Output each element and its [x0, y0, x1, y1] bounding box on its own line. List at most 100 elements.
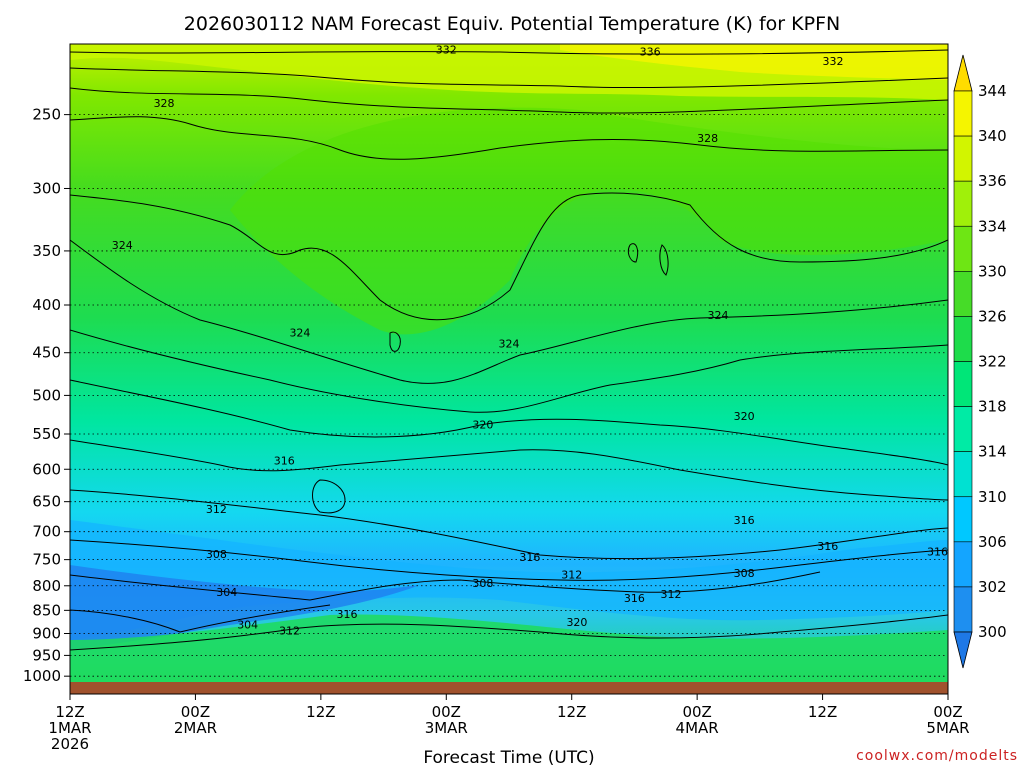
x-tick-label: 12Z [557, 703, 586, 721]
plot-field: 3403363323323323283283243243243243203203… [70, 34, 948, 694]
y-tick-label: 850 [32, 601, 61, 619]
contour-label: 312 [561, 568, 582, 581]
contour-labels: 3403363323323323283283243243243243203203… [112, 34, 948, 637]
contour-label: 332 [436, 44, 457, 57]
contour-label: 304 [237, 618, 258, 631]
contour-label: 316 [927, 545, 948, 558]
y-tick-label: 900 [32, 624, 61, 642]
contour-label: 308 [206, 548, 227, 561]
contour-label: 316 [624, 592, 645, 605]
colorbar-segment [953, 586, 973, 633]
colorbar-label: 334 [978, 217, 1007, 235]
colorbar-label: 310 [978, 488, 1007, 506]
contour-line [70, 67, 948, 89]
credit-text: coolwx.com/modelts [856, 748, 1018, 764]
contour-line [70, 87, 948, 114]
colorbar: 300 302 306 310 314 318 322 326 330 334 336 340 344 [953, 54, 1007, 669]
y-tick-label: 600 [32, 460, 61, 478]
colorbar-segment [953, 271, 973, 317]
contour-label: 328 [154, 97, 175, 110]
contour-label: 332 [206, 34, 227, 47]
y-tick-label: 350 [32, 242, 61, 260]
colorbar-segment [953, 180, 973, 227]
contour-label: 328 [697, 132, 718, 145]
y-tick-label: 750 [32, 551, 61, 569]
y-tick-label: 950 [32, 646, 61, 664]
y-tick-label: 300 [32, 179, 61, 197]
x-tick-label: 2026 [51, 735, 89, 753]
colorbar-segment [953, 496, 973, 543]
contour-label: 308 [734, 567, 755, 580]
colorbar-segment [953, 541, 973, 588]
contour-label: 304 [216, 586, 237, 599]
contour-line [70, 489, 948, 560]
band-upper-bright-yellow [560, 44, 948, 80]
y-tick-label: 400 [32, 296, 61, 314]
contour-line [312, 479, 346, 514]
colorbar-segment [953, 361, 973, 407]
x-tick-label: 00Z [682, 703, 711, 721]
contour-line [70, 239, 948, 384]
y-tick-label: 450 [32, 344, 61, 362]
band-mid-light [230, 107, 948, 335]
colorbar-segment [953, 90, 973, 137]
plot-frame [69, 43, 949, 695]
contour-line [389, 331, 401, 352]
chart-title: 2026030112 NAM Forecast Equiv. Potential… [184, 13, 840, 35]
x-tick-label: 4MAR [676, 719, 719, 737]
y-tick-label: 1000 [23, 667, 61, 685]
y-tick-label: 800 [32, 577, 61, 595]
x-tick-label: 12Z [306, 703, 335, 721]
contour-label: 320 [566, 616, 587, 629]
contour-line [70, 614, 948, 651]
colorbar-label: 330 [978, 262, 1007, 280]
y-tick-label: 650 [32, 493, 61, 511]
x-tick-label: 00Z [933, 703, 962, 721]
contour-label: 312 [206, 503, 227, 516]
x-tick-label: 3MAR [425, 719, 468, 737]
colorbar-label: 300 [978, 623, 1007, 641]
x-tick-label: 00Z [181, 703, 210, 721]
x-tick-label: 5MAR [926, 719, 969, 737]
contour-label: 324 [499, 338, 520, 351]
contour-label: 316 [817, 540, 838, 553]
contour-label: 324 [112, 239, 133, 252]
contour-line [70, 571, 821, 601]
y-axis: 1000 950 900 850 800 750 700 650 600 550 500 450 400… [23, 106, 70, 685]
x-tick-label: 1MAR [48, 719, 91, 737]
contour-label: 320 [472, 418, 493, 431]
contour-label: 336 [640, 46, 661, 59]
contour-line [70, 439, 948, 501]
colorbar-segment [953, 225, 973, 272]
x-tick-label: 12Z [55, 703, 84, 721]
colorbar-segment [953, 135, 973, 182]
contour-line [70, 539, 948, 581]
contour-line [70, 116, 948, 160]
colorbar-segment [953, 631, 973, 669]
contour-line [70, 379, 948, 466]
contour-line [70, 329, 948, 413]
contour-lines [70, 49, 948, 651]
contour-line [70, 192, 948, 321]
colorbar-segment [953, 451, 973, 498]
contour-label: 312 [279, 624, 300, 637]
contour-label: 316 [336, 608, 357, 621]
contour-line [70, 49, 948, 55]
colorbar-label: 302 [978, 578, 1007, 596]
ground-strip [70, 682, 948, 694]
contour-line [627, 243, 639, 263]
band-low-darkblue [70, 565, 420, 650]
contour-line [659, 244, 669, 276]
x-axis-title: Forecast Time (UTC) [423, 748, 594, 768]
y-tick-label: 700 [32, 523, 61, 541]
y-tick-label: 550 [32, 425, 61, 443]
colorbar-label: 314 [978, 443, 1007, 461]
contour-label: 324 [708, 309, 729, 322]
colorbar-label: 336 [978, 172, 1007, 190]
contour-label: 316 [274, 454, 295, 467]
colorbar-segment [953, 316, 973, 362]
colorbar-label: 326 [978, 307, 1007, 325]
contour-label: 308 [472, 577, 493, 590]
contour-label: 324 [289, 326, 310, 339]
